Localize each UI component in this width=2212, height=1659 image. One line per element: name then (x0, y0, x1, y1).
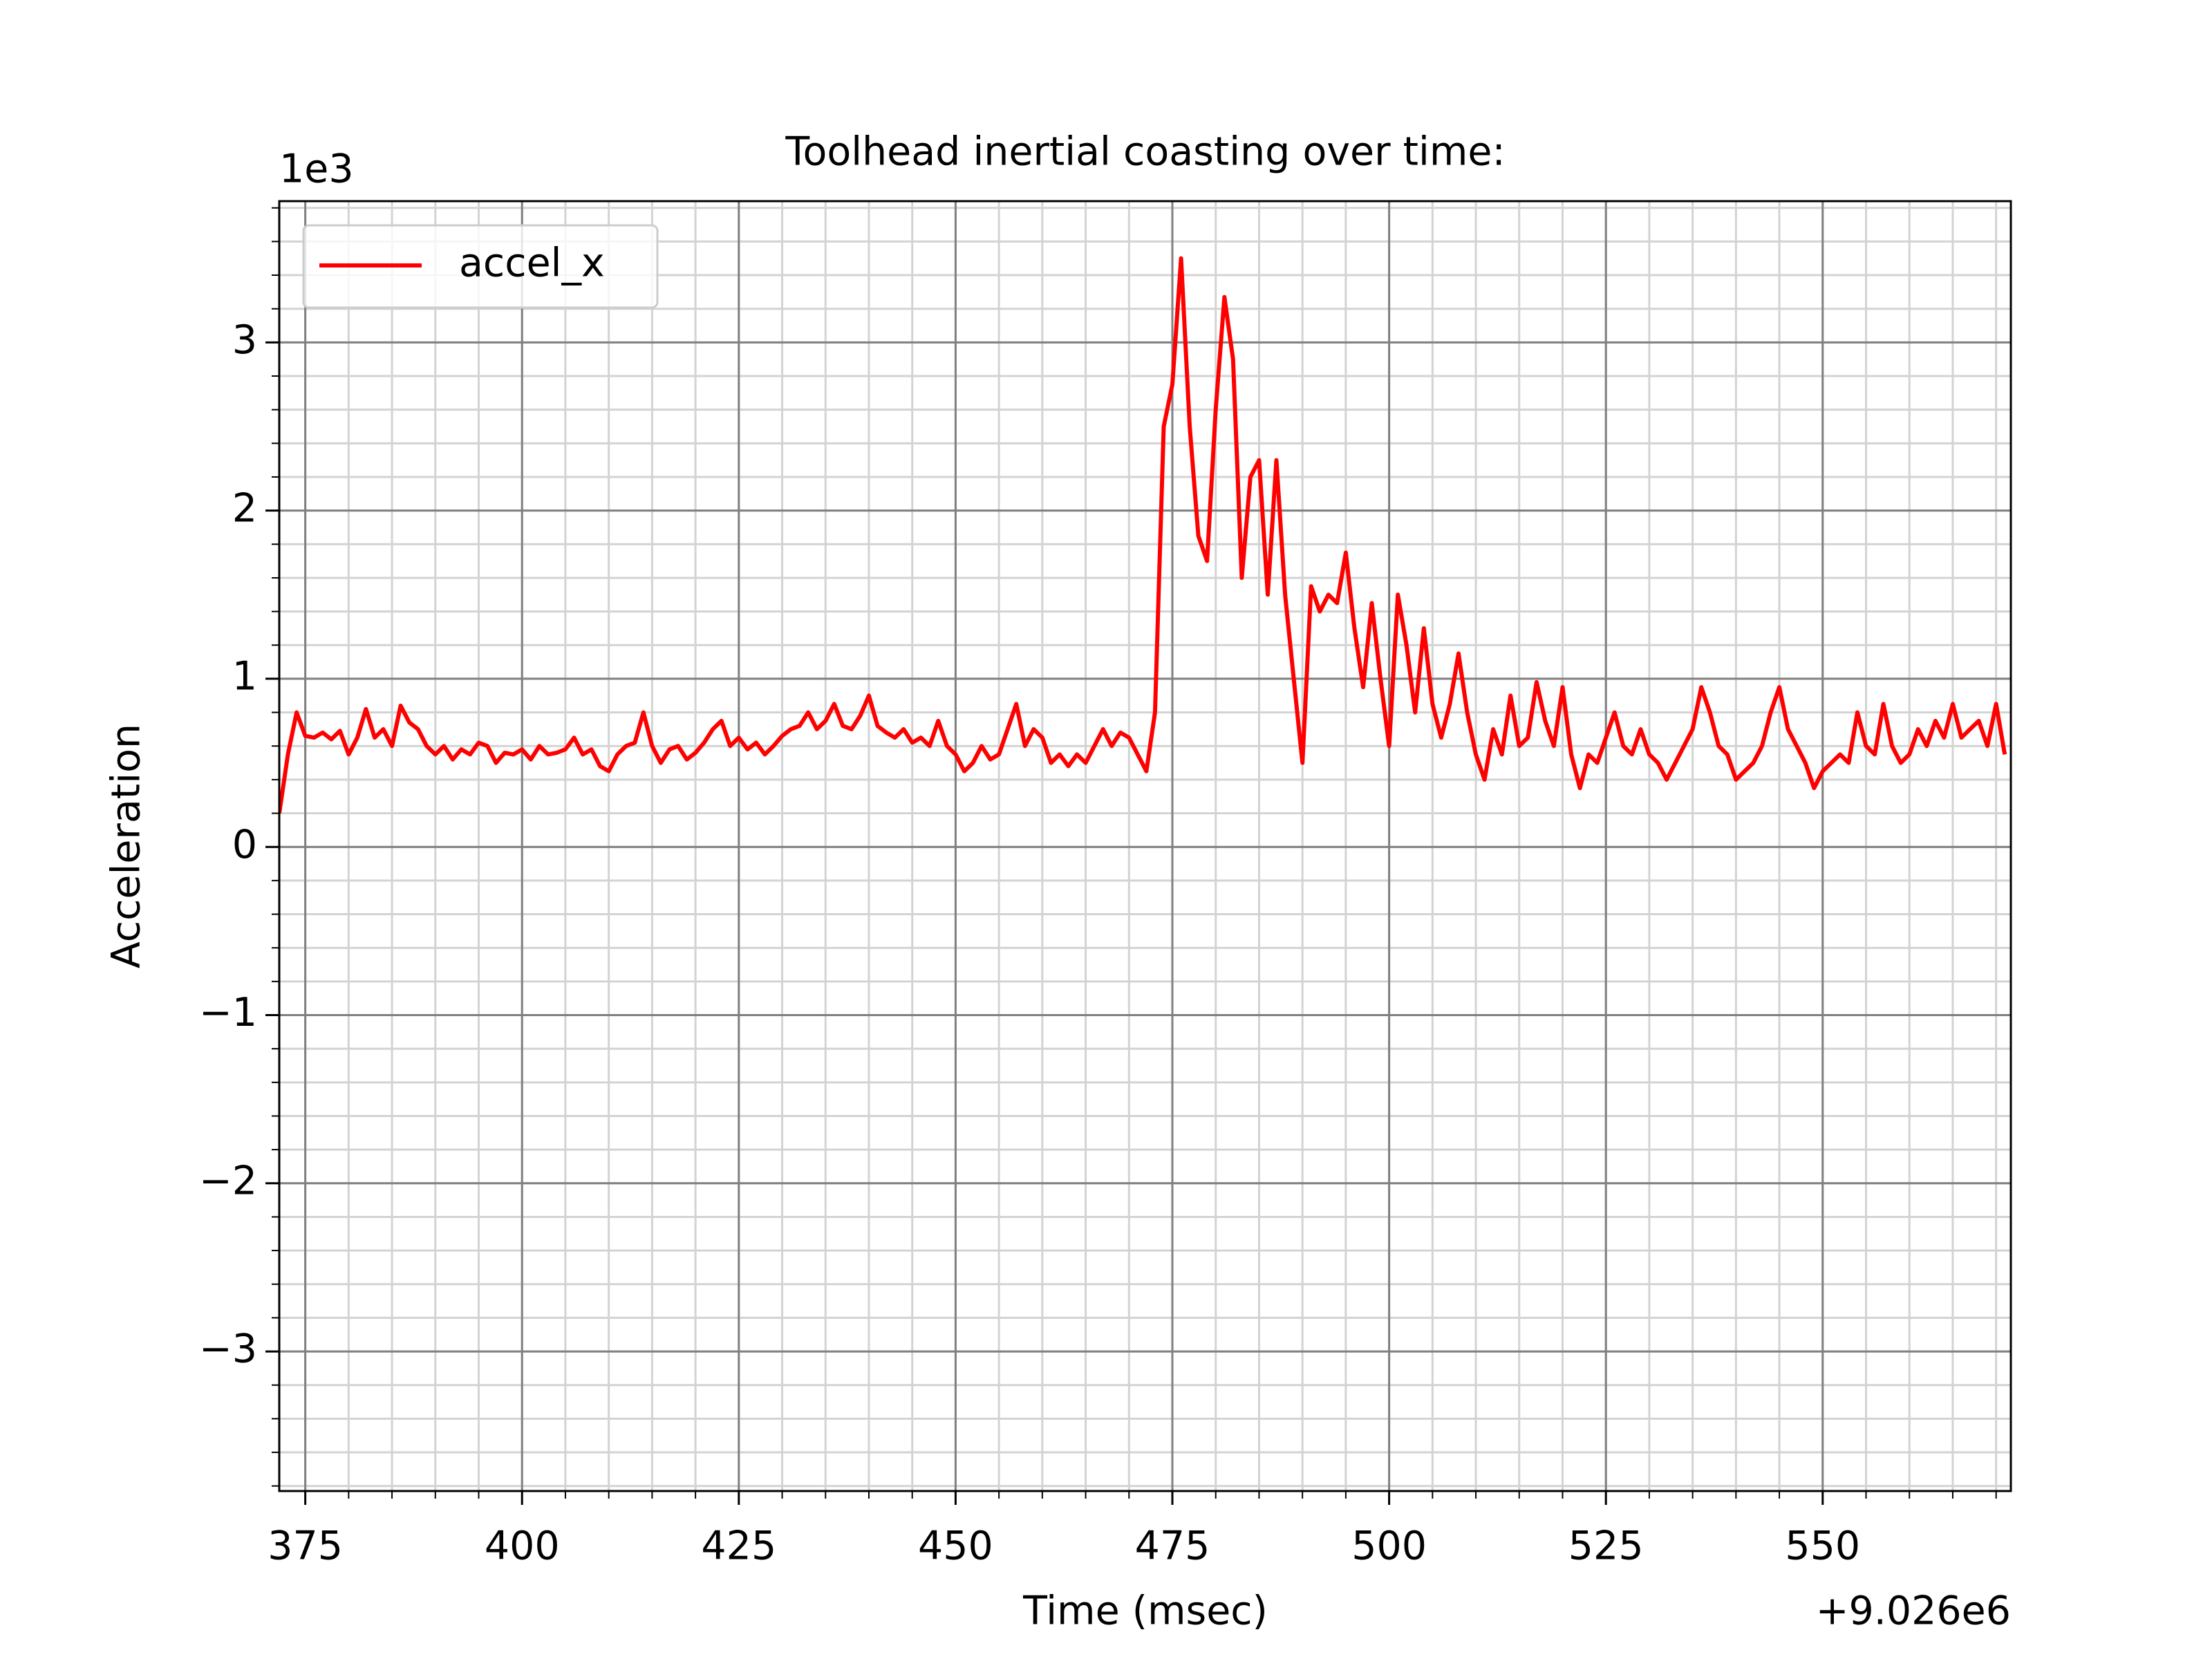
y-tick-label: −3 (199, 1327, 257, 1372)
x-axis-label: Time (msec) (1022, 1588, 1268, 1634)
x-tick-label: 525 (1568, 1524, 1644, 1569)
y-tick-label: 1 (232, 654, 257, 700)
y-tick-label: 0 (232, 822, 257, 868)
y-tick-label: 3 (232, 317, 257, 363)
y-scale-label: 1e3 (279, 147, 354, 192)
legend-label: accel_x (459, 241, 605, 286)
x-tick-label: 500 (1351, 1524, 1427, 1569)
x-tick-label: 475 (1135, 1524, 1210, 1569)
ticks: 375 400 425 450 475 500 525 550 −3 −2 −1 0 1 2 3 (199, 207, 1997, 1569)
y-axis-label: Acceleration (104, 724, 149, 968)
y-tick-label: −2 (199, 1158, 257, 1203)
y-tick-label: 2 (232, 485, 257, 531)
data-line (279, 256, 2007, 814)
chart-title: Toolhead inertial coasting over time: (785, 129, 1505, 175)
x-tick-label: 450 (918, 1524, 993, 1569)
legend-box (302, 224, 659, 309)
grid (279, 201, 2011, 1491)
x-tick-label: 550 (1785, 1524, 1860, 1569)
plot-area (279, 256, 2007, 814)
x-tick-label: 425 (701, 1524, 776, 1569)
x-offset-label: +9.026e6 (1816, 1588, 2011, 1634)
y-tick-label: −1 (199, 990, 257, 1035)
legend: accel_x (302, 224, 659, 309)
x-tick-label: 375 (268, 1524, 343, 1569)
x-tick-label: 400 (485, 1524, 560, 1569)
